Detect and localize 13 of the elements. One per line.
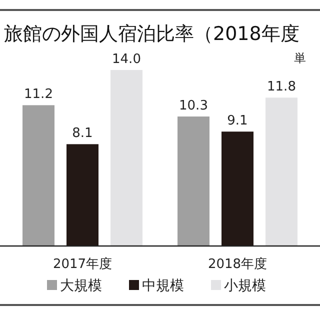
data-label: 9.1 — [227, 114, 248, 129]
data-label: 11.2 — [24, 87, 53, 102]
data-label: 8.1 — [72, 126, 93, 142]
legend-label: 大規模 — [60, 278, 102, 294]
title: 旅館の外国人宿泊比率（2018年度 — [4, 23, 300, 45]
data-label: 10.3 — [179, 98, 208, 114]
legend-label: 中規模 — [142, 278, 184, 294]
data-label: 11.8 — [267, 80, 296, 95]
x-tick-label: 2017年度 — [52, 256, 112, 272]
text: 単 — [294, 51, 306, 65]
x-tick-label: 2018年度 — [208, 256, 268, 272]
data-label: 14.0 — [112, 52, 141, 67]
legend-label: 小規模 — [224, 278, 266, 294]
